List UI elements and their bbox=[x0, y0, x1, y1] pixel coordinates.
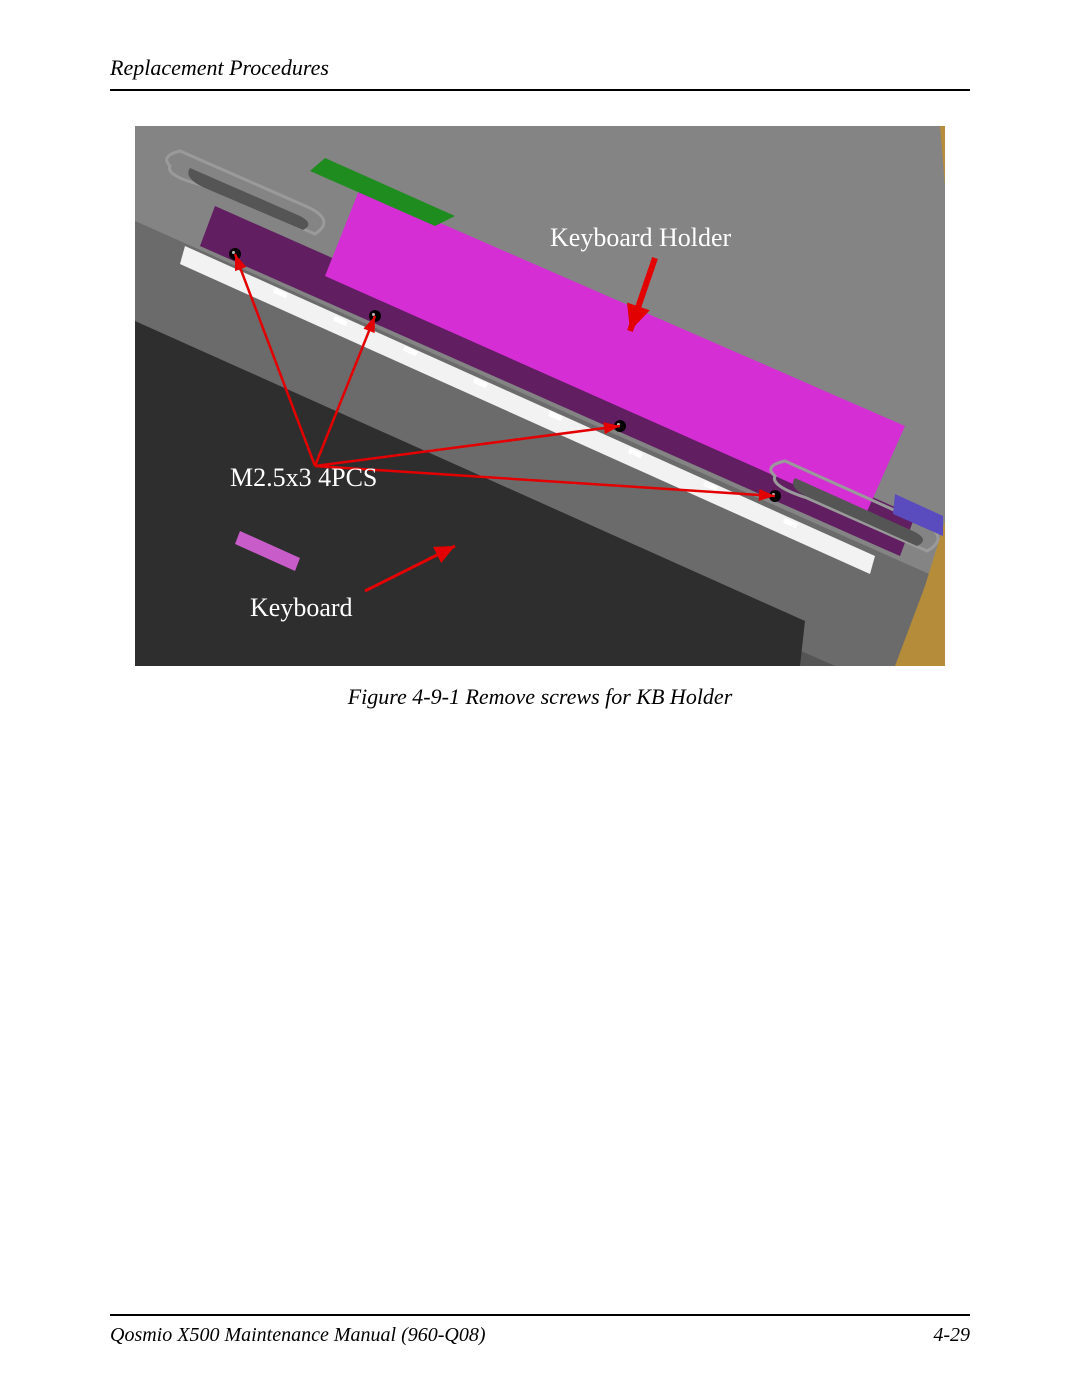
section-header: Replacement Procedures bbox=[110, 55, 970, 81]
footer-manual-title: Qosmio X500 Maintenance Manual (960-Q08) bbox=[110, 1324, 486, 1347]
figure-caption: Figure 4-9-1 Remove screws for KB Holder bbox=[135, 684, 945, 710]
svg-text:Keyboard: Keyboard bbox=[250, 593, 353, 622]
figure-container: Keyboard Holder M2.5x3 4PCS Keyboard Figur… bbox=[135, 126, 945, 710]
technical-figure: Keyboard Holder M2.5x3 4PCS Keyboard bbox=[135, 126, 945, 666]
svg-text:M2.5x3 4PCS: M2.5x3 4PCS bbox=[230, 463, 377, 492]
svg-text:Keyboard Holder: Keyboard Holder bbox=[550, 223, 732, 252]
page-footer: Qosmio X500 Maintenance Manual (960-Q08)… bbox=[110, 1314, 970, 1347]
footer-rule bbox=[110, 1314, 970, 1316]
header-rule bbox=[110, 89, 970, 91]
footer-page-number: 4-29 bbox=[933, 1324, 970, 1347]
